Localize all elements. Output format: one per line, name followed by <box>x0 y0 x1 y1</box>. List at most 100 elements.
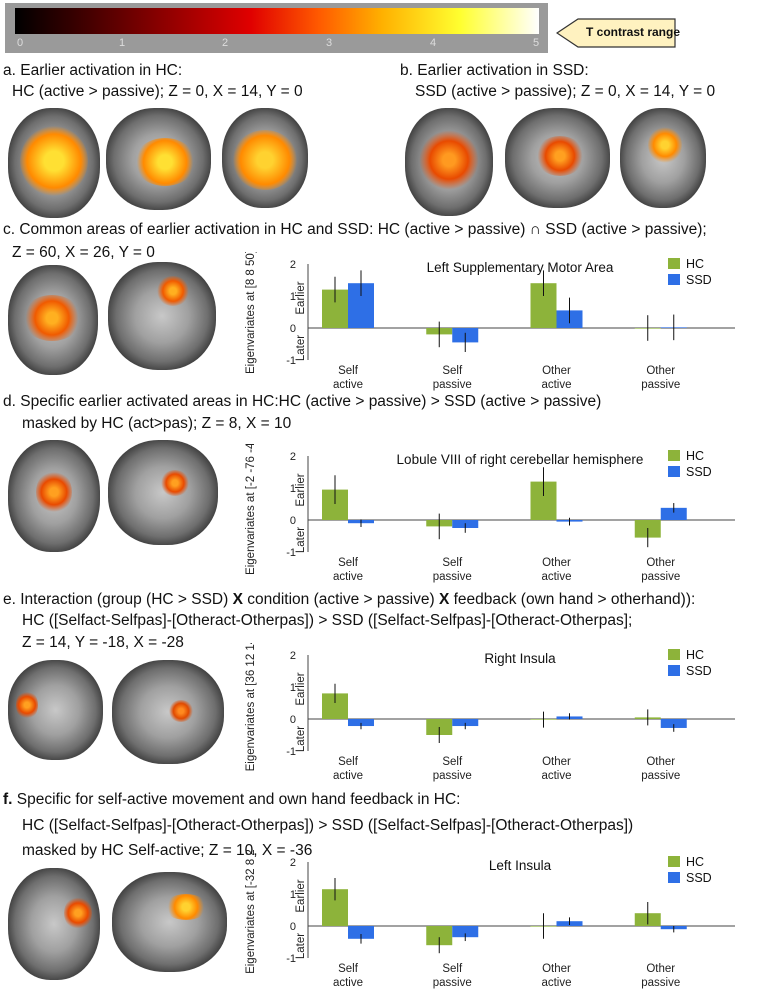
caption-f3: masked by HC Self-active; Z = 10, X = -3… <box>22 842 313 859</box>
y-tick-label: 0 <box>290 515 296 527</box>
caption-e1-a: e. Interaction (group (HC > SSD) <box>3 591 233 608</box>
category-label-line1: Self <box>338 557 359 569</box>
legend-label: SSD <box>686 273 712 287</box>
brain-axial-c <box>8 265 98 375</box>
y-tick-label: 1 <box>290 889 296 901</box>
category-label-line1: Other <box>542 963 571 975</box>
y-tick-label: -1 <box>286 746 296 758</box>
earlier-label: Earlier <box>295 281 307 314</box>
y-tick-label: 1 <box>290 682 296 694</box>
category-label-line1: Other <box>646 365 675 377</box>
caption-e1-x2: X <box>438 591 450 608</box>
y-tick-label: 2 <box>290 857 296 869</box>
colorbar-tick: 0 <box>17 37 24 49</box>
y-tick-label: 2 <box>290 259 296 271</box>
category-label-line1: Self <box>442 756 463 768</box>
y-tick-label: 1 <box>290 483 296 495</box>
caption-e1-c: feedback (own hand > otherhand)): <box>449 591 696 608</box>
arrow-left-icon <box>556 18 676 48</box>
brain-sagittal-b <box>505 108 610 208</box>
chart-title: Left Insula <box>489 858 552 873</box>
colorbar-gradient <box>15 8 539 34</box>
brain-axial-d <box>8 440 100 552</box>
category-label-line1: Other <box>542 756 571 768</box>
caption-a2: HC (active > passive); Z = 0, X = 14, Y … <box>12 83 303 100</box>
caption-f2: HC ([Selfact-Selfpas]-[Otheract-Otherpas… <box>22 817 634 834</box>
legend-label: HC <box>686 648 704 662</box>
bar <box>426 926 453 946</box>
category-label-line2: passive <box>641 770 680 782</box>
caption-e1-x1: X <box>232 591 243 608</box>
category-label-line2: passive <box>433 379 472 391</box>
brain-axial-f <box>8 868 100 980</box>
chart-right-insula: 2 1 0 -1 Eigenvariates at [36 12 14] Earlier L… <box>245 643 735 782</box>
category-label-line2: active <box>541 379 571 391</box>
colorbar-tick: 4 <box>430 37 437 49</box>
caption-e3: Z = 14, Y = -18, X = -28 <box>22 634 184 651</box>
chart-title: Left Supplementary Motor Area <box>427 260 614 275</box>
earlier-label: Earlier <box>295 879 307 912</box>
y-tick-label: 0 <box>290 921 296 933</box>
bar <box>452 926 479 938</box>
chart-lobule-viii: 2 1 0 -1 Eigenvariates at [-2 -76 -44] Earlie… <box>245 444 735 583</box>
category-label-line2: passive <box>433 770 472 782</box>
legend-label: SSD <box>686 871 712 885</box>
bar <box>348 719 374 727</box>
chart-title: Lobule VIII of right cerebellar hemisphe… <box>397 452 644 467</box>
caption-b1: b. Earlier activation in SSD: <box>400 62 589 79</box>
later-label: Later <box>295 335 307 361</box>
category-label-line1: Self <box>442 557 463 569</box>
y-axis-label: Eigenvariates at [8 8 50] <box>245 252 257 374</box>
caption-e1: e. Interaction (group (HC > SSD) X condi… <box>3 591 695 609</box>
chart-left-sma: 2 1 0 -1 Eigenvariates at [8 8 50] Earlier Lat… <box>245 252 735 391</box>
earlier-label: Earlier <box>295 672 307 705</box>
caption-c1: c. Common areas of earlier activation in… <box>3 221 707 238</box>
colorbar-label: T contrast range <box>586 25 681 39</box>
chart-left-insula: 2 1 0 -1 Eigenvariates at [-32 8 2] Earlier La… <box>245 850 735 989</box>
bar <box>348 926 374 939</box>
category-label-line2: active <box>541 770 571 782</box>
brain-axial-a <box>8 108 100 218</box>
y-tick-label: -1 <box>286 355 296 367</box>
y-tick-label: 0 <box>290 323 296 335</box>
caption-e1-b: condition (active > passive) <box>242 591 439 608</box>
legend-swatch <box>668 450 680 461</box>
later-label: Later <box>295 527 307 553</box>
legend-label: HC <box>686 449 704 463</box>
category-label-line2: active <box>541 571 571 583</box>
later-label: Later <box>295 726 307 752</box>
category-label-line2: passive <box>641 977 680 989</box>
category-label-line1: Other <box>542 365 571 377</box>
caption-f1-text: Specific for self-active movement and ow… <box>12 791 461 808</box>
y-axis-label: Eigenvariates at [36 12 14] <box>245 643 257 771</box>
legend-swatch <box>668 258 680 269</box>
category-label-line2: passive <box>433 977 472 989</box>
legend-label: SSD <box>686 664 712 678</box>
caption-f1: f. Specific for self-active movement and… <box>3 791 460 809</box>
brain-sagittal-e <box>112 660 224 764</box>
brain-sagittal-a <box>106 108 211 210</box>
category-label-line1: Other <box>646 963 675 975</box>
legend-swatch <box>668 856 680 867</box>
legend-swatch <box>668 665 680 676</box>
brain-coronal-a <box>222 108 308 208</box>
y-tick-label: -1 <box>286 953 296 965</box>
category-label-line1: Self <box>442 963 463 975</box>
category-label-line1: Other <box>542 557 571 569</box>
y-axis-label: Eigenvariates at [-32 8 2] <box>245 850 257 974</box>
legend-swatch <box>668 466 680 477</box>
category-label-line2: active <box>541 977 571 989</box>
category-label-line2: active <box>333 977 363 989</box>
brain-sagittal-d <box>108 440 218 545</box>
caption-d2: masked by HC (act>pas); Z = 8, X = 10 <box>22 415 292 432</box>
category-label-line1: Self <box>338 963 359 975</box>
later-label: Later <box>295 933 307 959</box>
caption-d1: d. Specific earlier activated areas in H… <box>3 393 602 410</box>
colorbar-tick: 5 <box>533 37 540 49</box>
legend-swatch <box>668 274 680 285</box>
brain-axial-b <box>405 108 493 216</box>
category-label-line2: passive <box>433 571 472 583</box>
legend-label: HC <box>686 855 704 869</box>
bar <box>660 719 687 728</box>
legend-swatch <box>668 872 680 883</box>
